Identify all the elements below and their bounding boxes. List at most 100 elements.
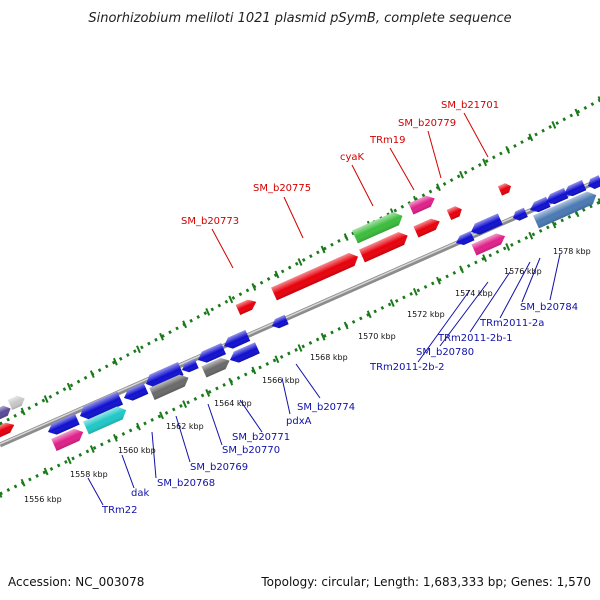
gene-arrow[interactable] bbox=[77, 391, 124, 423]
label-leader-line bbox=[499, 261, 531, 319]
gene-label[interactable]: dak bbox=[131, 488, 149, 499]
gene-arrow-shade bbox=[352, 212, 403, 244]
gene-arrow[interactable] bbox=[46, 413, 80, 438]
gene-label[interactable]: TRm22 bbox=[101, 505, 138, 516]
gene-arrow[interactable] bbox=[271, 250, 361, 301]
major-tick bbox=[574, 108, 580, 117]
gene-arrow-shade bbox=[83, 406, 127, 435]
gene-arrow[interactable] bbox=[7, 393, 27, 411]
gene-arrow[interactable] bbox=[51, 426, 86, 451]
gene-label[interactable]: TRm2011-2b-2 bbox=[369, 362, 445, 373]
label-leader-line bbox=[175, 415, 191, 463]
gene-arrow[interactable] bbox=[235, 297, 259, 316]
gene-arrow[interactable] bbox=[0, 403, 13, 421]
gene-label[interactable]: SM_b20768 bbox=[157, 478, 215, 489]
gene-arrow[interactable] bbox=[143, 362, 184, 390]
major-tick bbox=[551, 121, 557, 129]
gene-label[interactable]: cyaK bbox=[340, 152, 365, 163]
gene-arrow[interactable] bbox=[469, 213, 503, 238]
tick-label: 1560 kbp bbox=[118, 446, 156, 455]
major-tick bbox=[366, 310, 372, 319]
accession-text: Accession: NC_003078 bbox=[8, 575, 144, 589]
label-leader-line bbox=[211, 228, 234, 269]
gene-arrow-shade bbox=[413, 218, 440, 238]
gene-label[interactable]: SM_b20773 bbox=[181, 216, 239, 227]
major-tick bbox=[274, 355, 280, 364]
major-tick bbox=[320, 332, 326, 341]
label-leader-line bbox=[469, 271, 511, 333]
major-tick bbox=[343, 321, 349, 330]
label-leader-line bbox=[281, 377, 291, 415]
label-leader-line bbox=[239, 399, 263, 433]
gene-arrow[interactable] bbox=[83, 404, 129, 435]
major-tick bbox=[412, 287, 418, 296]
gene-arrow-shade bbox=[149, 374, 189, 400]
gene-arrow[interactable] bbox=[544, 188, 569, 207]
gene-label[interactable]: pdxA bbox=[286, 416, 312, 427]
gene-arrow[interactable] bbox=[454, 231, 475, 247]
major-tick bbox=[459, 265, 464, 274]
gene-arrow[interactable] bbox=[408, 193, 438, 215]
label-leader-line bbox=[87, 477, 104, 506]
gene-arrow[interactable] bbox=[562, 180, 587, 199]
gene-arrow[interactable] bbox=[122, 382, 149, 404]
gene-label[interactable]: TRm2011-2a bbox=[479, 318, 544, 329]
major-tick bbox=[43, 467, 49, 476]
gene-label[interactable]: SM_b20769 bbox=[190, 462, 248, 473]
major-tick bbox=[0, 491, 3, 498]
major-tick bbox=[505, 145, 511, 154]
gene-label[interactable]: TRm19 bbox=[369, 135, 406, 146]
gene-arrow-shade bbox=[51, 428, 84, 451]
label-leader-line bbox=[439, 281, 489, 347]
gene-arrow[interactable] bbox=[352, 209, 405, 244]
major-tick bbox=[251, 283, 257, 291]
gene-arrow[interactable] bbox=[0, 420, 17, 439]
major-tick bbox=[597, 198, 600, 205]
label-leader-line bbox=[417, 289, 471, 363]
gene-label[interactable]: SM_b20784 bbox=[520, 302, 578, 313]
gene-arrow[interactable] bbox=[180, 358, 199, 375]
tick-label: 1576 kbp bbox=[504, 267, 542, 276]
gene-label[interactable]: SM_b20779 bbox=[398, 118, 456, 129]
gene-label[interactable]: SM_b20780 bbox=[416, 347, 474, 358]
major-tick bbox=[66, 382, 72, 391]
gene-arrow-shade bbox=[230, 342, 260, 363]
gene-arrow-shade bbox=[513, 207, 528, 221]
gene-arrow[interactable] bbox=[446, 204, 464, 221]
gene-arrow[interactable] bbox=[471, 231, 508, 256]
gene-arrow-shade bbox=[564, 180, 587, 197]
gene-arrow-shade bbox=[224, 329, 251, 349]
gene-arrow[interactable] bbox=[511, 207, 528, 223]
gene-arrow-shade bbox=[533, 191, 597, 229]
gene-label[interactable]: TRm2011-2b-1 bbox=[437, 333, 513, 344]
gene-arrow[interactable] bbox=[201, 355, 232, 378]
label-leader-line bbox=[427, 130, 442, 179]
gene-label[interactable]: SM_b21701 bbox=[441, 100, 499, 111]
gene-arrow[interactable] bbox=[222, 329, 251, 352]
gene-label[interactable]: SM_b20775 bbox=[253, 183, 311, 194]
gene-arrow[interactable] bbox=[359, 229, 410, 263]
gene-arrow[interactable] bbox=[228, 342, 260, 365]
gene-arrow[interactable] bbox=[413, 216, 443, 238]
gene-label[interactable]: SM_b20771 bbox=[232, 432, 290, 443]
leaders-layer bbox=[87, 112, 561, 506]
gene-arrow[interactable] bbox=[149, 372, 191, 400]
gene-arrow-shade bbox=[0, 422, 15, 439]
label-leader-line bbox=[295, 363, 321, 399]
gene-arrow-shade bbox=[182, 358, 199, 373]
gene-arrow[interactable] bbox=[196, 343, 227, 365]
gene-arrow-shade bbox=[146, 362, 184, 388]
tick-label: 1562 kbp bbox=[166, 422, 204, 431]
gene-label[interactable]: SM_b20774 bbox=[297, 402, 355, 413]
major-tick bbox=[43, 395, 49, 403]
gene-arrow[interactable] bbox=[528, 196, 551, 215]
gene-arrow[interactable] bbox=[497, 182, 513, 196]
gene-label[interactable]: SM_b20770 bbox=[222, 445, 280, 456]
gene-arrow[interactable] bbox=[533, 189, 599, 229]
major-tick bbox=[136, 422, 141, 431]
major-tick bbox=[112, 433, 118, 442]
gene-arrow-shade bbox=[235, 299, 257, 316]
major-tick bbox=[182, 400, 188, 409]
gene-arrow[interactable] bbox=[586, 175, 600, 191]
gene-arrow[interactable] bbox=[270, 314, 289, 331]
